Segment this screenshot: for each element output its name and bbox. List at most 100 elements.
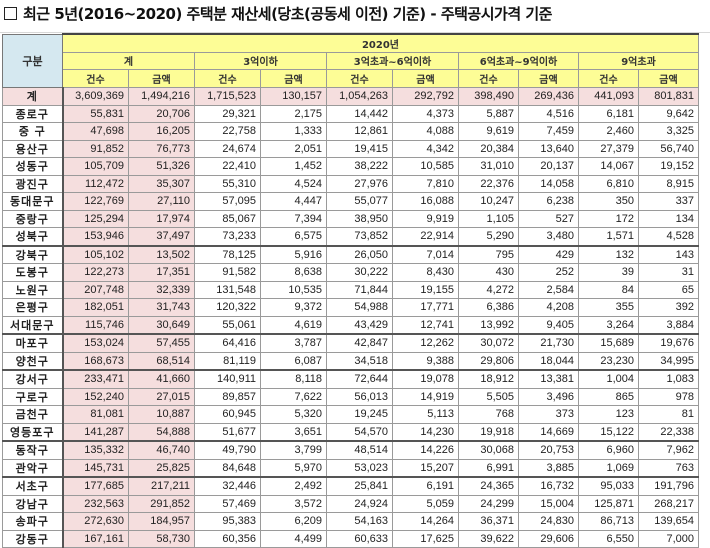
cell[interactable]: 39 — [578, 263, 639, 282]
cell[interactable]: 4,516 — [518, 104, 579, 123]
cell[interactable]: 8,118 — [260, 369, 327, 389]
cell[interactable]: 41,660 — [128, 369, 195, 389]
cell[interactable]: 5,505 — [458, 387, 519, 406]
cell[interactable]: 17,974 — [128, 209, 195, 228]
cell[interactable]: 172 — [578, 209, 639, 228]
cell[interactable]: 81,081 — [62, 405, 129, 424]
cell[interactable]: 95,033 — [578, 476, 639, 496]
cell[interactable]: 14,442 — [326, 104, 393, 123]
cell[interactable]: 5,970 — [260, 458, 327, 478]
row-label[interactable]: 은평구 — [2, 298, 64, 317]
cell[interactable]: 1,452 — [260, 157, 327, 176]
cell[interactable]: 17,351 — [128, 263, 195, 282]
cell[interactable]: 43,429 — [326, 315, 393, 335]
cell[interactable]: 12,262 — [392, 333, 459, 353]
cell[interactable]: 1,004 — [578, 369, 639, 389]
cell[interactable]: 38,950 — [326, 209, 393, 228]
cell[interactable]: 55,061 — [194, 315, 261, 335]
cell[interactable]: 32,446 — [194, 476, 261, 496]
cell[interactable]: 5,290 — [458, 227, 519, 246]
cell[interactable]: 398,490 — [458, 86, 519, 106]
cell[interactable]: 17,771 — [392, 298, 459, 317]
cell[interactable]: 81 — [638, 405, 699, 424]
cell[interactable]: 3,884 — [638, 315, 699, 335]
cell[interactable]: 7,014 — [392, 244, 459, 264]
cell[interactable]: 191,796 — [638, 476, 699, 496]
cell[interactable]: 60,945 — [194, 405, 261, 424]
cell[interactable]: 132 — [578, 244, 639, 264]
cell[interactable]: 9,619 — [458, 122, 519, 141]
cell[interactable]: 141,287 — [62, 422, 129, 442]
cell[interactable]: 6,087 — [260, 351, 327, 371]
row-label[interactable]: 강남구 — [2, 494, 64, 513]
cell[interactable]: 112,472 — [62, 174, 129, 193]
cell[interactable]: 16,732 — [518, 476, 579, 496]
cell[interactable]: 865 — [578, 387, 639, 406]
row-label[interactable]: 성북구 — [2, 227, 64, 246]
cell[interactable]: 3,787 — [260, 333, 327, 353]
cell[interactable]: 34,995 — [638, 351, 699, 371]
cell[interactable]: 49,790 — [194, 440, 261, 460]
cell[interactable]: 68,514 — [128, 351, 195, 371]
cell[interactable]: 39,622 — [458, 529, 519, 548]
cell[interactable]: 337 — [638, 192, 699, 211]
cell[interactable]: 125,294 — [62, 209, 129, 228]
cell[interactable]: 54,163 — [326, 512, 393, 531]
cell[interactable]: 23,230 — [578, 351, 639, 371]
cell[interactable]: 4,272 — [458, 280, 519, 299]
cell[interactable]: 15,004 — [518, 494, 579, 513]
cell[interactable]: 122,769 — [62, 192, 129, 211]
cell[interactable]: 30,072 — [458, 333, 519, 353]
cell[interactable]: 58,730 — [128, 529, 195, 548]
cell[interactable]: 441,093 — [578, 86, 639, 106]
cell[interactable]: 143 — [638, 244, 699, 264]
cell[interactable]: 268,217 — [638, 494, 699, 513]
cell[interactable]: 20,384 — [458, 139, 519, 158]
cell[interactable]: 6,386 — [458, 298, 519, 317]
cell[interactable]: 105,102 — [62, 244, 129, 264]
cell[interactable]: 4,447 — [260, 192, 327, 211]
row-label[interactable]: 동작구 — [2, 440, 64, 460]
cell[interactable]: 16,205 — [128, 122, 195, 141]
cell[interactable]: 30,649 — [128, 315, 195, 335]
cell[interactable]: 123 — [578, 405, 639, 424]
cell[interactable]: 7,000 — [638, 529, 699, 548]
cell[interactable]: 2,584 — [518, 280, 579, 299]
cell[interactable]: 115,746 — [62, 315, 129, 335]
row-label[interactable]: 양천구 — [2, 351, 64, 371]
cell[interactable]: 217,211 — [128, 476, 195, 496]
cell[interactable]: 19,155 — [392, 280, 459, 299]
cell[interactable]: 89,857 — [194, 387, 261, 406]
cell[interactable]: 55,831 — [62, 104, 129, 123]
row-label[interactable]: 중랑구 — [2, 209, 64, 228]
cell[interactable]: 34,518 — [326, 351, 393, 371]
cell[interactable]: 64,416 — [194, 333, 261, 353]
cell[interactable]: 9,372 — [260, 298, 327, 317]
cell[interactable]: 27,110 — [128, 192, 195, 211]
cell[interactable]: 4,342 — [392, 139, 459, 158]
cell[interactable]: 13,381 — [518, 369, 579, 389]
cell[interactable]: 26,050 — [326, 244, 393, 264]
cell[interactable]: 9,919 — [392, 209, 459, 228]
cell[interactable]: 429 — [518, 244, 579, 264]
cell[interactable]: 3,609,369 — [62, 86, 129, 106]
cell[interactable]: 42,847 — [326, 333, 393, 353]
cell[interactable]: 1,083 — [638, 369, 699, 389]
cell[interactable]: 125,871 — [578, 494, 639, 513]
row-label[interactable]: 성동구 — [2, 157, 64, 176]
cell[interactable]: 18,912 — [458, 369, 519, 389]
row-label[interactable]: 종로구 — [2, 104, 64, 123]
row-label[interactable]: 광진구 — [2, 174, 64, 193]
cell[interactable]: 3,651 — [260, 422, 327, 442]
cell[interactable]: 6,181 — [578, 104, 639, 123]
cell[interactable]: 22,410 — [194, 157, 261, 176]
cell[interactable]: 8,638 — [260, 263, 327, 282]
cell[interactable]: 140,911 — [194, 369, 261, 389]
cell[interactable]: 29,606 — [518, 529, 579, 548]
row-label[interactable]: 강북구 — [2, 244, 64, 264]
cell[interactable]: 31,743 — [128, 298, 195, 317]
cell[interactable]: 56,013 — [326, 387, 393, 406]
cell[interactable]: 182,051 — [62, 298, 129, 317]
cell[interactable]: 233,471 — [62, 369, 129, 389]
cell[interactable]: 19,918 — [458, 422, 519, 442]
